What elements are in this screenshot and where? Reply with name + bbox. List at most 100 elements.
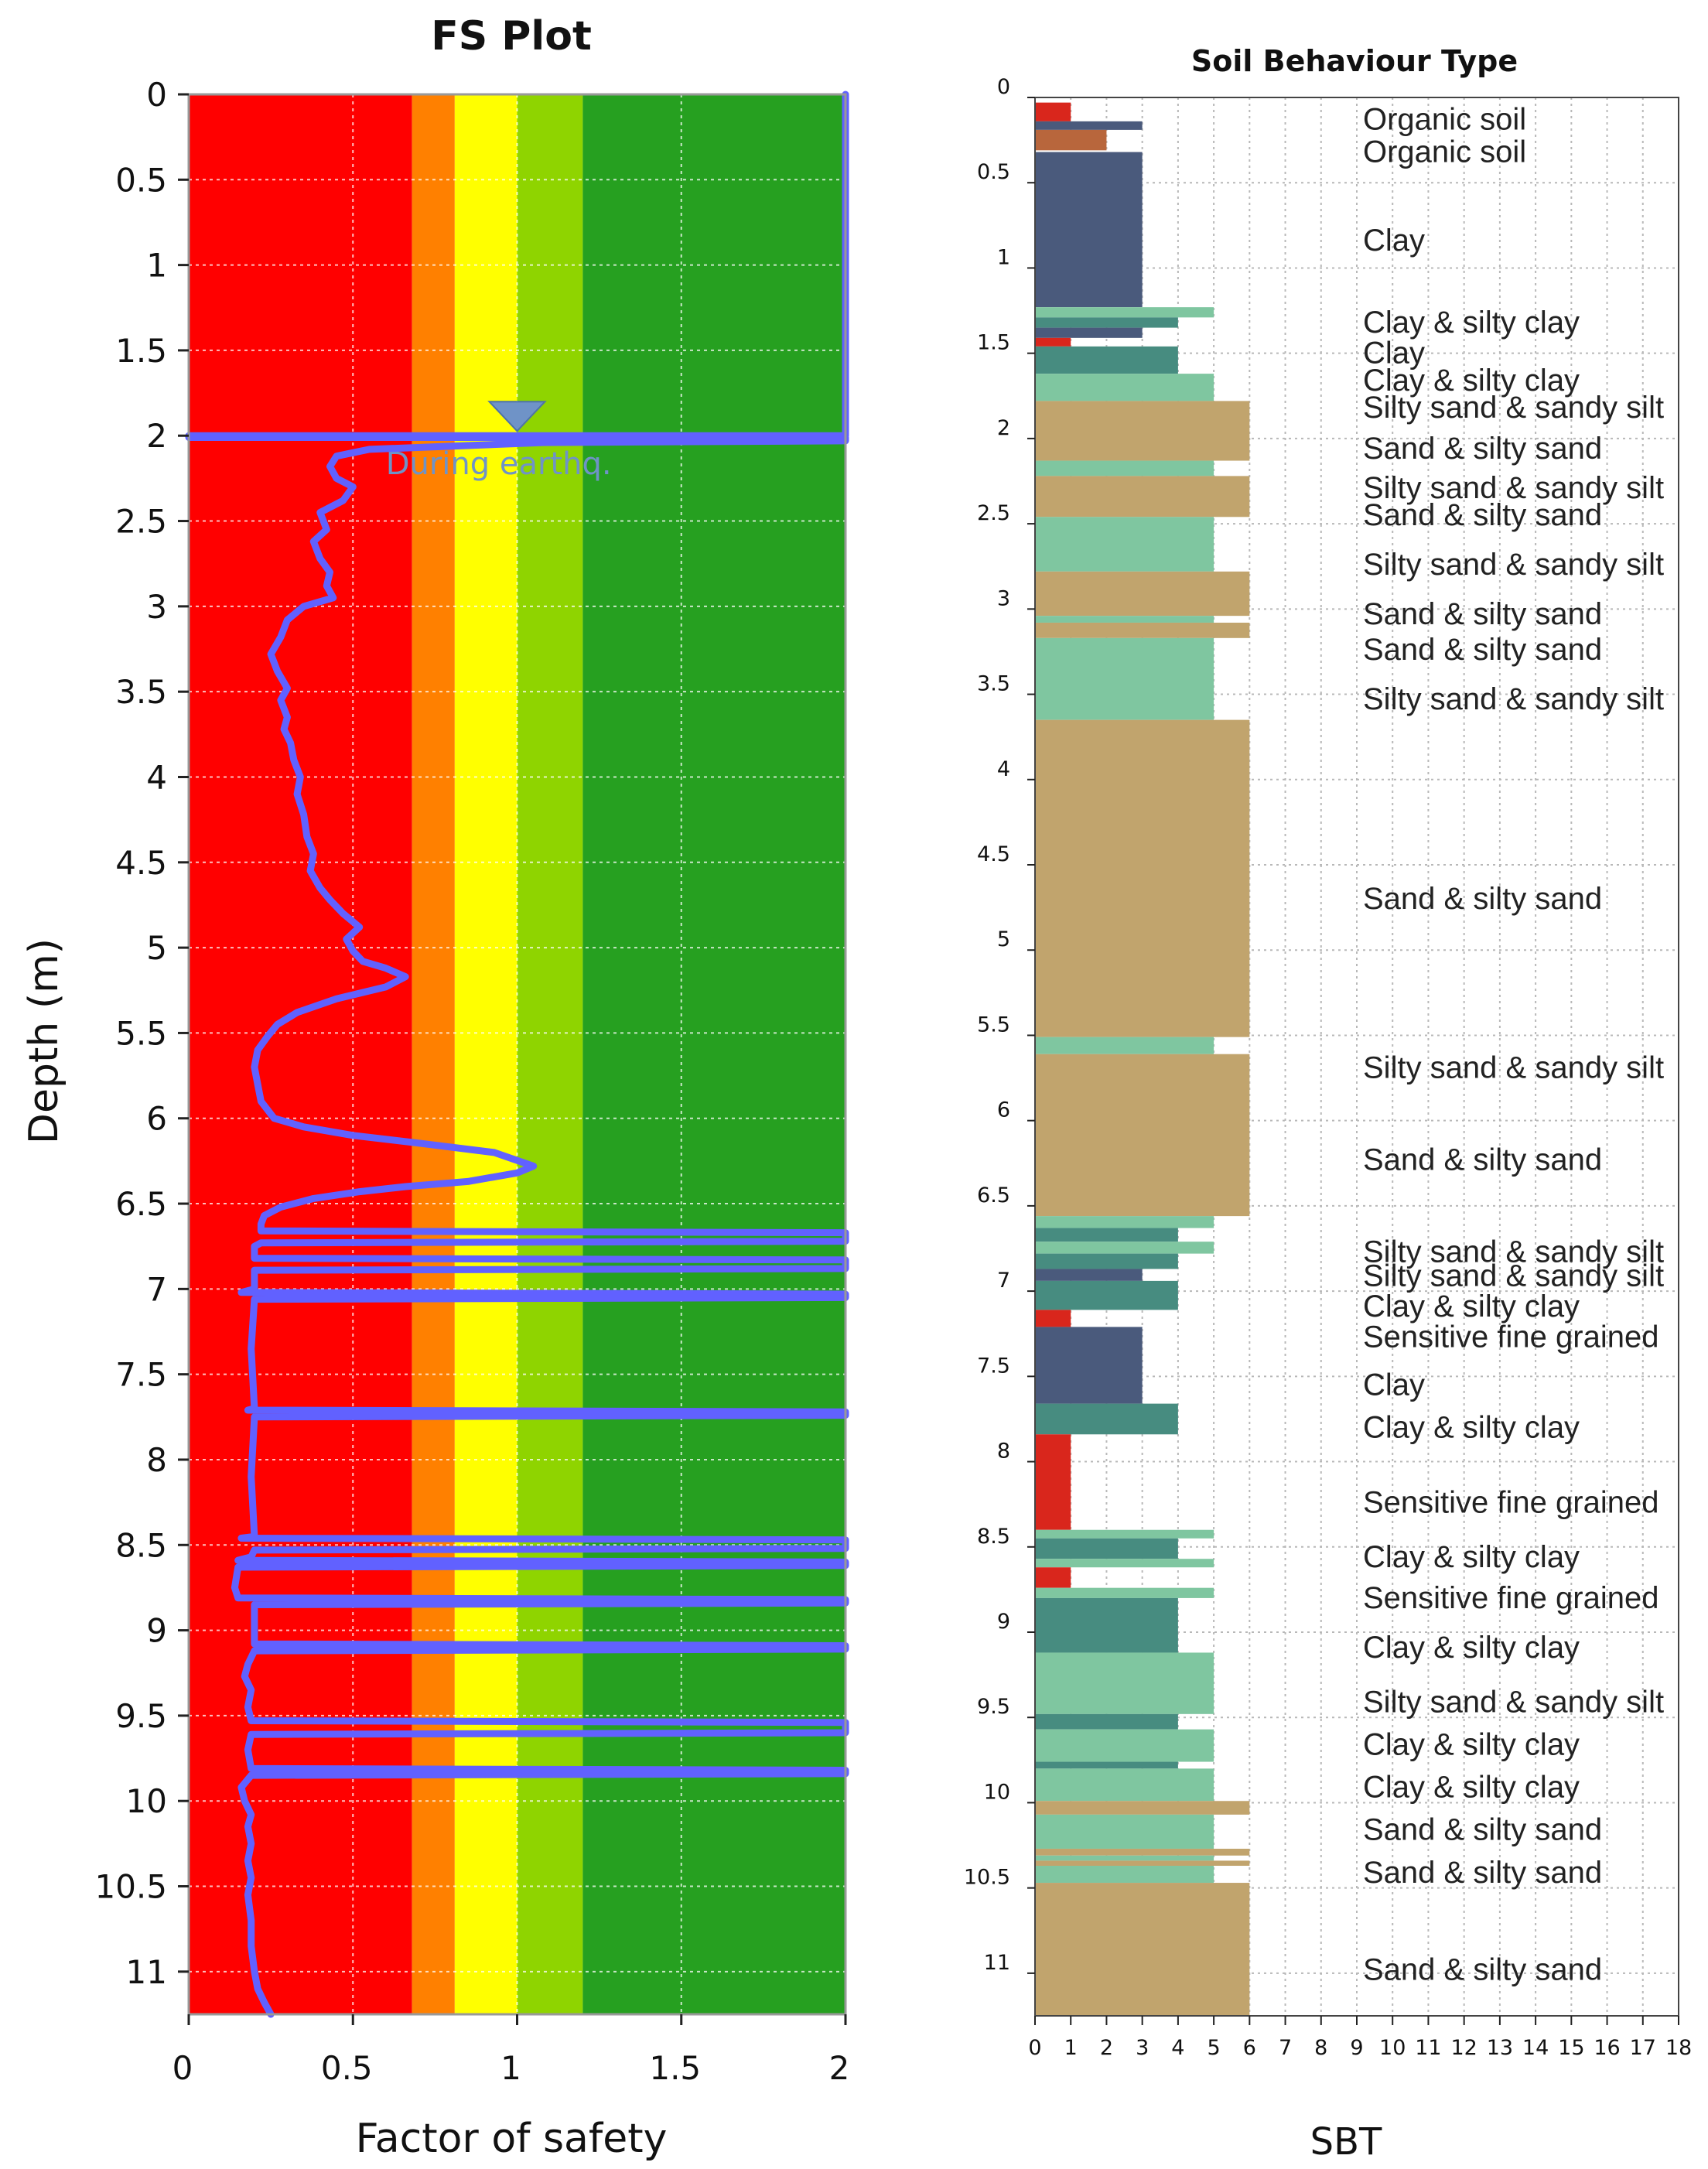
fs-ytick-label-9: 4.5 <box>115 844 167 882</box>
sbt-ytick-label-7: 3.5 <box>977 672 1010 696</box>
sbt-layer-32 <box>1035 1538 1178 1559</box>
sbt-annotation-4: Clay <box>1363 336 1425 371</box>
sbt-layer-30 <box>1035 1434 1071 1530</box>
sbt-layer-3 <box>1035 152 1143 308</box>
sbt-layer-45 <box>1035 1855 1214 1861</box>
sbt-annotation-0: Organic soil <box>1363 103 1526 137</box>
sbt-annotation-28: Clay & silty clay <box>1363 1727 1580 1761</box>
sbt-xtick-label-10: 10 <box>1379 2036 1406 2060</box>
sbt-ytick-label-21: 10.5 <box>964 1866 1010 1890</box>
sbt-layer-35 <box>1035 1587 1214 1598</box>
sbt-annotation-7: Sand & silty sand <box>1363 432 1602 466</box>
sbt-annotation-19: Clay & silty clay <box>1363 1289 1580 1324</box>
sbt-annotation-29: Clay & silty clay <box>1363 1771 1580 1805</box>
sbt-layer-0 <box>1035 102 1071 121</box>
sbt-layer-36 <box>1035 1597 1178 1653</box>
sbt-ytick-label-15: 7.5 <box>977 1354 1010 1378</box>
sbt-xtick-label-3: 3 <box>1136 2036 1149 2060</box>
fs-ytick-label-22: 11 <box>126 1953 167 1991</box>
sbt-xtick-label-7: 7 <box>1279 2036 1292 2060</box>
sbt-layer-41 <box>1035 1768 1214 1802</box>
sbt-layer-12 <box>1035 476 1250 517</box>
fs-ytick-label-21: 10.5 <box>94 1868 167 1906</box>
sbt-layer-26 <box>1035 1280 1178 1310</box>
sbt-x-axis-label: SBT <box>1310 2120 1382 2164</box>
sbt-layer-18 <box>1035 719 1250 1037</box>
fs-ytick-label-7: 3.5 <box>115 673 167 711</box>
sbt-xtick-label-16: 16 <box>1594 2036 1620 2060</box>
fs-zone-2 <box>454 94 518 2014</box>
sbt-layer-13 <box>1035 517 1214 572</box>
fs-plot: FS Plot During earthq. 0 0.5 1 1.5 2 2.5 3 3.5 4… <box>21 13 849 2162</box>
fs-ytick-label-3: 1.5 <box>115 332 167 370</box>
sbt-layer-16 <box>1035 622 1250 638</box>
fs-xtick-label-2: 1 <box>500 2049 521 2087</box>
fs-ytick-label-8: 4 <box>146 758 167 796</box>
sbt-annotation-8: Silty sand & sandy silt <box>1363 471 1664 505</box>
fs-ytick-label-12: 6 <box>146 1100 167 1138</box>
sbt-xtick-label-14: 14 <box>1522 2036 1549 2060</box>
sbt-annotation-6: Silty sand & sandy silt <box>1363 391 1664 425</box>
fs-ytick-label-1: 0.5 <box>115 161 167 199</box>
fs-ytick-label-10: 5 <box>146 929 167 967</box>
sbt-annotation-13: Silty sand & sandy silt <box>1363 682 1664 716</box>
sbt-layer-39 <box>1035 1729 1214 1762</box>
fs-ytick-label-15: 7.5 <box>115 1356 167 1394</box>
sbt-annotation-23: Sensitive fine grained <box>1363 1485 1658 1519</box>
fs-plot-title: FS Plot <box>431 13 592 60</box>
fs-ytick-label-19: 9.5 <box>115 1697 167 1735</box>
sbt-annotation-18: Silty sand & sandy silt <box>1363 1259 1664 1293</box>
sbt-ytick-label-0: 0 <box>997 75 1010 99</box>
fs-ytick-label-5: 2.5 <box>115 503 167 541</box>
sbt-layer-10 <box>1035 401 1250 461</box>
fs-xtick-label-0: 0 <box>173 2049 193 2087</box>
sbt-annotation-5: Clay & silty clay <box>1363 364 1580 398</box>
sbt-ytick-label-10: 5 <box>997 927 1010 951</box>
sbt-annotation-14: Sand & silty sand <box>1363 882 1602 916</box>
sbt-layer-24 <box>1035 1253 1178 1269</box>
sbt-xtick-label-11: 11 <box>1415 2036 1441 2060</box>
sbt-layer-33 <box>1035 1559 1214 1568</box>
groundwater-label: During earthq. <box>386 446 612 482</box>
sbt-ytick-label-18: 9 <box>997 1610 1010 1634</box>
groundwater-marker <box>487 401 547 432</box>
fs-series-line <box>185 91 849 2018</box>
fs-x-ticks: 0 0.5 1 1.5 2 <box>173 2014 849 2087</box>
sbt-x-ticks: 0 1 2 3 4 5 6 7 8 9 10 11 12 13 14 15 16 17 18 <box>1028 2016 1692 2060</box>
sbt-layer-20 <box>1035 1054 1250 1217</box>
sbt-ytick-label-14: 7 <box>997 1269 1010 1293</box>
sbt-layer-21 <box>1035 1216 1214 1228</box>
sbt-annotation-9: Sand & silty sand <box>1363 498 1602 532</box>
sbt-ytick-label-12: 6 <box>997 1098 1010 1122</box>
sbt-layer-37 <box>1035 1652 1214 1714</box>
sbt-layer-42 <box>1035 1801 1250 1815</box>
sbt-layer-23 <box>1035 1242 1214 1254</box>
sbt-layer-34 <box>1035 1567 1071 1588</box>
fs-ytick-label-2: 1 <box>146 247 167 285</box>
sbt-ytick-label-19: 9.5 <box>977 1695 1010 1719</box>
sbt-ytick-label-22: 11 <box>984 1951 1010 1975</box>
fs-ytick-label-6: 3 <box>146 588 167 626</box>
sbt-xtick-label-12: 12 <box>1450 2036 1477 2060</box>
sbt-xtick-label-5: 5 <box>1208 2036 1221 2060</box>
sbt-annotation-27: Silty sand & sandy silt <box>1363 1685 1664 1719</box>
sbt-ytick-label-9: 4.5 <box>977 842 1010 866</box>
sbt-annotation-20: Sensitive fine grained <box>1363 1320 1658 1354</box>
sbt-layer-9 <box>1035 374 1214 401</box>
sbt-layer-15 <box>1035 616 1214 623</box>
sbt-layer-22 <box>1035 1228 1178 1242</box>
sbt-annotation-12: Sand & silty sand <box>1363 633 1602 667</box>
fs-y-axis-label: Depth (m) <box>21 938 67 1144</box>
sbt-annotation-16: Sand & silty sand <box>1363 1143 1602 1177</box>
sbt-xtick-label-0: 0 <box>1028 2036 1041 2060</box>
sbt-layer-40 <box>1035 1761 1178 1769</box>
sbt-layer-6 <box>1035 327 1143 338</box>
fs-x-axis-label: Factor of safety <box>356 2116 668 2162</box>
sbt-annotation-15: Silty sand & sandy silt <box>1363 1050 1664 1084</box>
sbt-xtick-label-9: 9 <box>1350 2036 1363 2060</box>
fs-ytick-label-16: 8 <box>146 1441 167 1479</box>
fs-zone-0 <box>189 94 412 2014</box>
fs-ytick-label-18: 9 <box>146 1612 167 1650</box>
sbt-xtick-label-4: 4 <box>1171 2036 1184 2060</box>
